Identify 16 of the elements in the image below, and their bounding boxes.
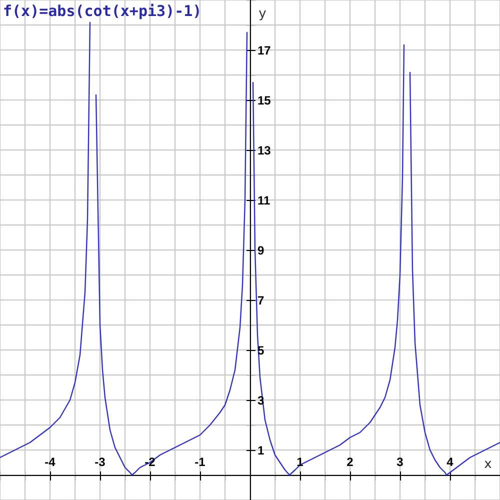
y-tick-label: 1 bbox=[258, 443, 264, 458]
y-tick-label: 11 bbox=[258, 193, 271, 208]
x-tick-label: -1 bbox=[194, 454, 206, 469]
y-tick-label: 17 bbox=[258, 43, 272, 58]
y-tick-label: 13 bbox=[258, 143, 272, 158]
x-tick-label: 4 bbox=[446, 454, 454, 469]
x-tick-label: -4 bbox=[44, 454, 56, 469]
x-tick-label: -3 bbox=[94, 454, 106, 469]
y-tick-label: 15 bbox=[258, 93, 272, 108]
x-tick-label: 3 bbox=[396, 454, 404, 469]
y-tick-label: 9 bbox=[258, 243, 264, 258]
y-tick-label: 7 bbox=[258, 293, 264, 308]
x-axis-title: x bbox=[484, 456, 492, 472]
chart-title: f(x)=abs(cot(x+pi3)-1) bbox=[3, 2, 202, 20]
x-tick-label: 2 bbox=[346, 454, 354, 469]
y-axis-title: y bbox=[258, 6, 267, 22]
